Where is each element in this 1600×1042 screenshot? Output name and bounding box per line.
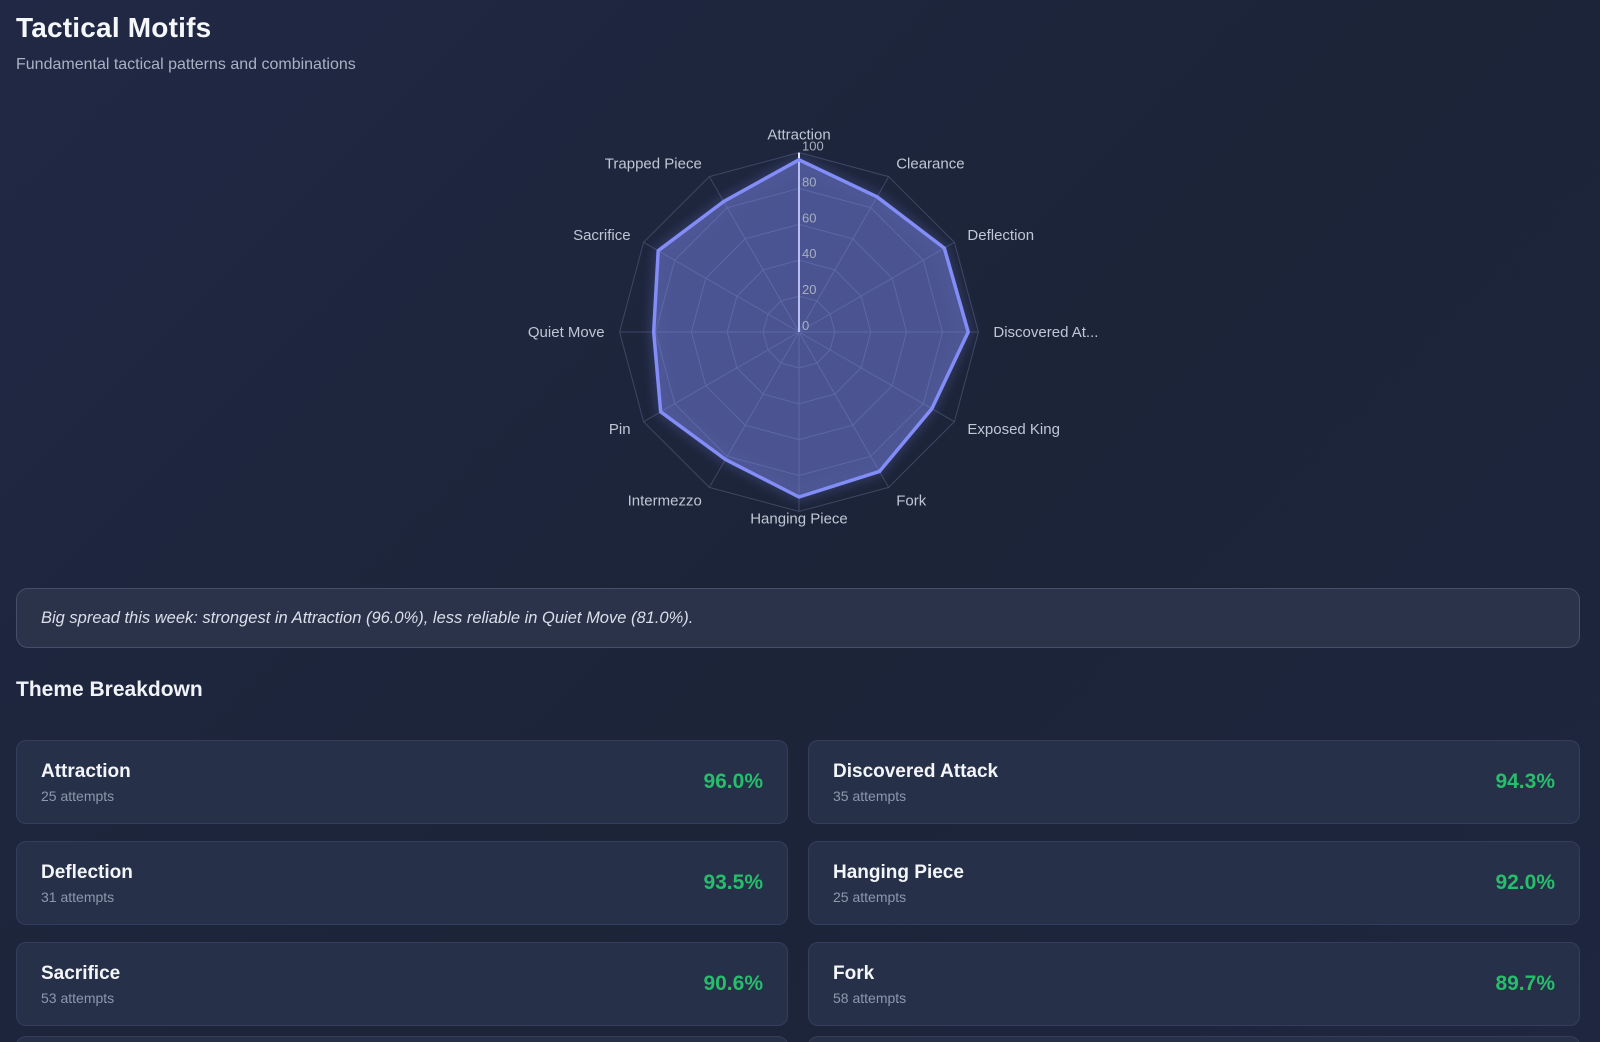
radar-axis-label: Exposed King bbox=[967, 421, 1060, 438]
radar-chart: 0 20 40 60 80 100 Attraction Clearance Deflectio… bbox=[528, 127, 1099, 528]
theme-card-left: Hanging Piece 25 attempts bbox=[833, 862, 964, 905]
theme-accuracy: 96.0% bbox=[703, 770, 763, 793]
radar-spoke bbox=[798, 331, 955, 423]
theme-card-partial bbox=[808, 1036, 1580, 1042]
theme-card: Hanging Piece 25 attempts 92.0% bbox=[808, 841, 1580, 925]
theme-accuracy: 92.0% bbox=[1495, 871, 1555, 894]
insight-note: Big spread this week: strongest in Attra… bbox=[16, 588, 1580, 648]
theme-name: Deflection bbox=[41, 861, 133, 883]
radar-axis-label: Pin bbox=[609, 421, 631, 438]
radar-axis-label: Attraction bbox=[767, 127, 830, 144]
radar-axis-label: Sacrifice bbox=[573, 227, 631, 244]
theme-accuracy: 94.3% bbox=[1495, 770, 1555, 793]
radar-axis-label: Deflection bbox=[967, 227, 1034, 244]
radar-spoke bbox=[798, 241, 955, 333]
radar-axis-label: Discovered At... bbox=[993, 324, 1098, 341]
theme-name: Sacrifice bbox=[41, 962, 121, 984]
theme-attempts: 25 attempts bbox=[833, 888, 907, 905]
theme-accuracy: 90.6% bbox=[703, 972, 763, 995]
theme-name: Fork bbox=[833, 962, 875, 984]
next-row-partial bbox=[16, 1036, 1580, 1042]
radar-spoke bbox=[708, 331, 800, 488]
theme-card: Discovered Attack 35 attempts 94.3% bbox=[808, 740, 1580, 824]
theme-card: Fork 58 attempts 89.7% bbox=[808, 942, 1580, 1026]
radar-axis-label: Fork bbox=[896, 492, 927, 509]
theme-name: Discovered Attack bbox=[833, 760, 999, 782]
section-heading: Theme Breakdown bbox=[16, 678, 203, 701]
radar-axis-label: Intermezzo bbox=[628, 492, 702, 509]
radar-tick-label: 0 bbox=[802, 318, 809, 333]
radar-spoke bbox=[643, 331, 800, 423]
theme-card: Attraction 25 attempts 96.0% bbox=[16, 740, 788, 824]
radar-axis-label: Trapped Piece bbox=[605, 156, 702, 173]
theme-accuracy: 93.5% bbox=[703, 871, 763, 894]
theme-card: Deflection 31 attempts 93.5% bbox=[16, 841, 788, 925]
radar-data-polygon[interactable] bbox=[651, 158, 970, 499]
theme-attempts: 31 attempts bbox=[41, 888, 115, 905]
theme-card-left: Sacrifice 53 attempts bbox=[41, 963, 120, 1006]
theme-card-left: Deflection 31 attempts bbox=[41, 862, 133, 905]
theme-attempts: 53 attempts bbox=[41, 989, 115, 1006]
page-subtitle: Fundamental tactical patterns and combin… bbox=[16, 56, 356, 73]
theme-card-left: Attraction 25 attempts bbox=[41, 761, 131, 804]
radar-spoke bbox=[798, 331, 890, 488]
page-title: Tactical Motifs bbox=[16, 12, 212, 43]
radar-spoke bbox=[798, 176, 890, 333]
radar-axis-label: Clearance bbox=[896, 156, 964, 173]
radar-axis-label: Quiet Move bbox=[528, 324, 605, 341]
insight-note-text: Big spread this week: strongest in Attra… bbox=[41, 608, 694, 627]
radar-tick-label: 20 bbox=[802, 282, 816, 297]
radar-tick-label: 60 bbox=[802, 210, 816, 225]
theme-name: Hanging Piece bbox=[833, 861, 964, 883]
theme-card-partial bbox=[16, 1036, 788, 1042]
page-header: Tactical Motifs Fundamental tactical pat… bbox=[16, 12, 356, 74]
radar-tick-label: 40 bbox=[802, 246, 816, 261]
theme-name: Attraction bbox=[41, 760, 131, 782]
radar-tick-label: 80 bbox=[802, 175, 816, 190]
radar-tick-label: 100 bbox=[802, 139, 824, 154]
theme-accuracy: 89.7% bbox=[1495, 972, 1555, 995]
theme-breakdown-grid: Attraction 25 attempts 96.0% Discovered … bbox=[16, 740, 1580, 1026]
radar-axis-label: Hanging Piece bbox=[750, 510, 848, 527]
theme-attempts: 58 attempts bbox=[833, 989, 907, 1006]
theme-card-left: Discovered Attack 35 attempts bbox=[833, 761, 998, 804]
theme-attempts: 35 attempts bbox=[833, 787, 907, 804]
theme-attempts: 25 attempts bbox=[41, 787, 115, 804]
radar-spoke bbox=[643, 241, 800, 333]
theme-card: Sacrifice 53 attempts 90.6% bbox=[16, 942, 788, 1026]
theme-card-left: Fork 58 attempts bbox=[833, 963, 906, 1006]
